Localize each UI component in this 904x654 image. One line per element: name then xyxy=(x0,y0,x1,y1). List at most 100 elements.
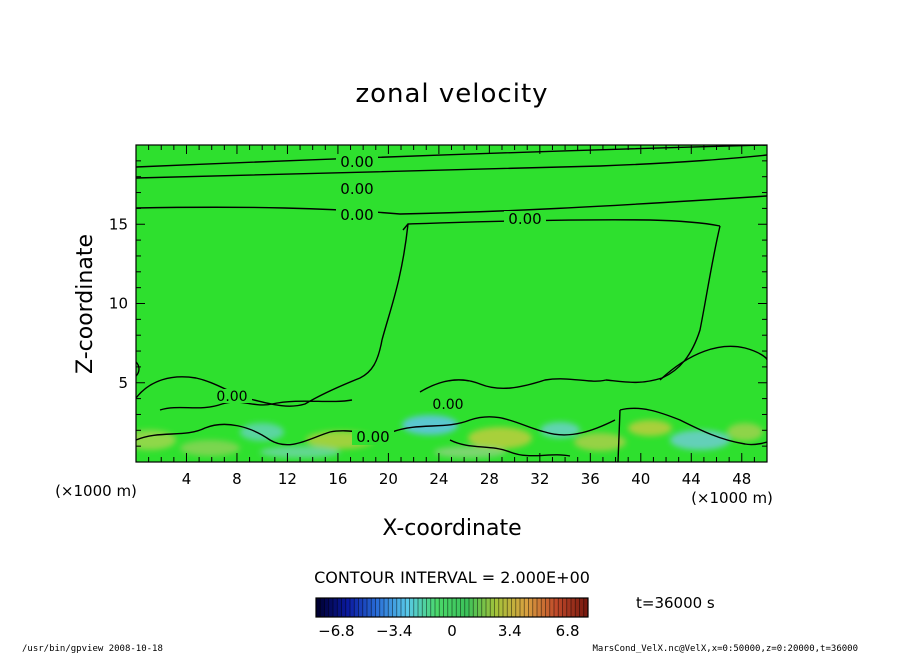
colorbar-cell xyxy=(379,598,385,617)
x-tick-label: 36 xyxy=(581,470,600,488)
anomaly-blob xyxy=(540,422,580,438)
colorbar-cell xyxy=(435,598,440,617)
colorbar-cell xyxy=(477,598,483,617)
x-tick-label: 44 xyxy=(682,470,701,488)
contour-line xyxy=(136,361,140,377)
colorbar-cell xyxy=(362,598,368,617)
time-label: t=36000 s xyxy=(636,594,715,612)
colorbar-cell xyxy=(345,598,351,617)
y-axis-label: Z-coordinate xyxy=(73,234,98,374)
colorbar-cell xyxy=(324,598,330,617)
colorbar-cell xyxy=(316,598,321,617)
colorbar-cell xyxy=(558,598,563,617)
colorbar-cell xyxy=(579,598,585,617)
colorbar-frame xyxy=(315,597,589,618)
colorbar-cell xyxy=(341,598,347,617)
contour-labels: 0.00 0.00 0.00 0.00 0.00 0.00 0.00 xyxy=(212,153,546,446)
colorbar-cell xyxy=(388,598,393,617)
x-tick-label: 32 xyxy=(530,470,549,488)
colorbar-cell xyxy=(358,598,364,617)
x-axis: 4 8 12 16 20 24 28 32 36 40 44 48 xyxy=(148,145,755,488)
colorbar-cell xyxy=(549,598,555,617)
contour-interval-text: CONTOUR INTERVAL = 2.000E+00 xyxy=(314,568,590,587)
colorbar-cell xyxy=(384,598,389,617)
x-unit-label-left: (×1000 m) xyxy=(55,482,137,500)
colorbar-cell xyxy=(320,598,325,617)
colorbar-tick-label: −3.4 xyxy=(376,622,412,640)
colorbar-cell xyxy=(413,598,419,617)
colorbar-cell xyxy=(562,598,568,617)
colorbar-cell xyxy=(375,598,381,617)
x-tick-label: 40 xyxy=(631,470,650,488)
x-tick-label: 12 xyxy=(278,470,297,488)
colorbar-cell xyxy=(571,598,576,617)
anomaly-blob xyxy=(670,430,730,450)
colorbar-cell xyxy=(537,598,542,617)
contour-label: 0.00 xyxy=(432,397,463,413)
colorbar-cell xyxy=(545,598,551,617)
contour-line xyxy=(159,399,353,411)
colorbar-cell xyxy=(515,598,521,617)
colorbar-cell xyxy=(439,598,444,617)
x-axis-label: X-coordinate xyxy=(382,516,521,541)
x-tick-label: 20 xyxy=(379,470,398,488)
colorbar-cell xyxy=(541,598,546,617)
x-tick-label: 16 xyxy=(328,470,347,488)
colorbar-tick-label: 0 xyxy=(447,622,457,640)
colorbar-cell xyxy=(430,598,436,617)
footer-right: MarsCond_VelX.nc@VelX,x=0:50000,z=0:2000… xyxy=(592,644,858,654)
colorbar-cell xyxy=(409,598,415,617)
anomaly-blob xyxy=(727,423,763,441)
colorbar-cell xyxy=(554,598,559,617)
colorbar-cell xyxy=(473,598,478,617)
colorbar-tick-label: 3.4 xyxy=(498,622,522,640)
anomaly-blob xyxy=(260,446,340,458)
colorbar-cell xyxy=(396,598,402,617)
contour-line xyxy=(402,219,721,231)
contour-line xyxy=(419,378,607,393)
colorbar-ticks: −6.8 −3.4 0 3.4 6.8 xyxy=(318,622,579,640)
contour-line xyxy=(605,225,721,384)
colorbar-cell xyxy=(486,598,491,617)
colorbar-cell xyxy=(494,598,500,617)
colorbar-cell xyxy=(481,598,487,617)
colorbar-cell xyxy=(443,598,449,617)
colorbar-cell xyxy=(371,598,376,617)
contour-label: 0.00 xyxy=(356,428,389,446)
anomaly-blob xyxy=(574,433,626,451)
colorbar-cell xyxy=(503,598,508,617)
y-tick-label: 15 xyxy=(109,215,128,233)
colorbar-cell xyxy=(566,598,572,617)
contour-label: 0.00 xyxy=(216,389,247,405)
colorbar-cell xyxy=(498,598,504,617)
colorbar-cell xyxy=(528,598,534,617)
contour-line xyxy=(619,407,767,446)
colorbar-cell xyxy=(401,598,406,617)
contour-label: 0.00 xyxy=(340,180,373,198)
colorbar-cell xyxy=(583,598,589,617)
plot-area: 0.00 0.00 0.00 0.00 0.00 0.00 0.00 xyxy=(136,145,767,462)
colorbar-tick-label: −6.8 xyxy=(318,622,354,640)
colorbar-cell xyxy=(511,598,517,617)
x-tick-label: 8 xyxy=(232,470,242,488)
colorbar-cell xyxy=(469,598,474,617)
contour-lines xyxy=(136,145,767,462)
field-background xyxy=(136,145,767,462)
x-tick-label: 4 xyxy=(182,470,192,488)
anomaly-blob xyxy=(402,415,458,435)
colorbar-cell xyxy=(426,598,432,617)
colorbar-tick-label: 6.8 xyxy=(556,622,580,640)
colorbar-cell xyxy=(456,598,461,617)
x-tick-label: 48 xyxy=(732,470,751,488)
anomaly-blob xyxy=(240,423,284,441)
y-axis: 5 10 15 xyxy=(109,160,767,447)
colorbar-cell xyxy=(354,598,359,617)
contour-line xyxy=(136,145,767,168)
x-unit-label-right: (×1000 m) xyxy=(691,489,773,507)
contour-line xyxy=(617,409,621,462)
contour-label: 0.00 xyxy=(340,206,373,224)
colorbar-cell xyxy=(490,598,495,617)
colorbar-cell xyxy=(452,598,457,617)
colorbar xyxy=(315,598,589,617)
